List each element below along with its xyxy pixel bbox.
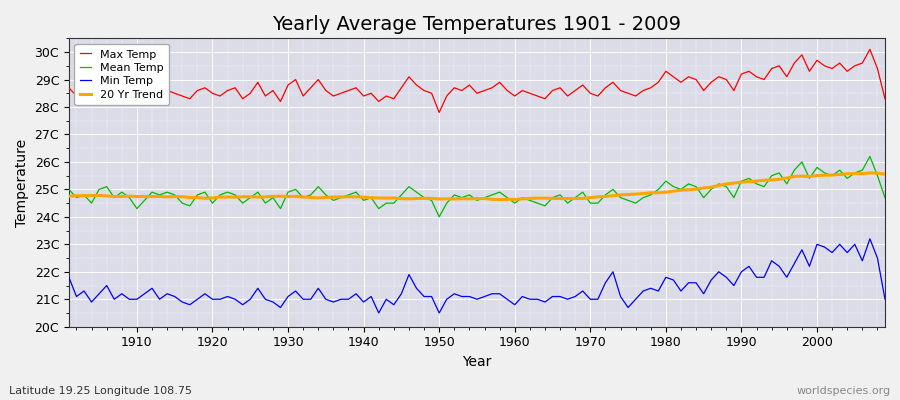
20 Yr Trend [124,194,135,198]
Mean Temp [64,187,75,192]
Mean Temp [517,195,527,200]
Max Temp [434,110,445,115]
Max Temp [124,88,135,93]
Mean Temp [434,214,445,219]
Min Temp [879,297,890,302]
Mean Temp [124,195,135,200]
Max Temp [64,85,75,90]
20 Yr Trend [64,194,75,198]
20 Yr Trend [290,194,301,199]
Y-axis label: Temperature: Temperature [15,138,29,226]
Min Temp [290,289,301,294]
Min Temp [374,310,384,315]
Min Temp [509,302,520,307]
20 Yr Trend [509,197,520,202]
Max Temp [336,91,346,96]
Max Temp [865,47,876,52]
Line: Min Temp: Min Temp [69,239,885,313]
Max Temp [879,96,890,101]
Min Temp [608,269,618,274]
Mean Temp [879,195,890,200]
Text: Latitude 19.25 Longitude 108.75: Latitude 19.25 Longitude 108.75 [9,386,192,396]
20 Yr Trend [865,170,876,175]
Min Temp [517,294,527,299]
Min Temp [124,297,135,302]
Max Temp [509,94,520,98]
X-axis label: Year: Year [463,355,491,369]
Title: Yearly Average Temperatures 1901 - 2009: Yearly Average Temperatures 1901 - 2009 [273,15,681,34]
Max Temp [608,80,618,85]
Legend: Max Temp, Mean Temp, Min Temp, 20 Yr Trend: Max Temp, Mean Temp, Min Temp, 20 Yr Tre… [75,44,169,106]
Mean Temp [865,154,876,159]
20 Yr Trend [336,194,346,199]
Mean Temp [509,201,520,206]
Line: 20 Yr Trend: 20 Yr Trend [69,173,885,200]
Text: worldspecies.org: worldspecies.org [796,386,891,396]
Line: Max Temp: Max Temp [69,49,885,112]
Max Temp [517,88,527,93]
Line: Mean Temp: Mean Temp [69,156,885,217]
Mean Temp [290,187,301,192]
Min Temp [865,236,876,241]
20 Yr Trend [879,172,890,176]
Max Temp [290,77,301,82]
Min Temp [336,297,346,302]
20 Yr Trend [494,197,505,202]
Mean Temp [336,195,346,200]
20 Yr Trend [517,196,527,201]
Mean Temp [608,187,618,192]
Min Temp [64,275,75,280]
20 Yr Trend [608,193,618,198]
